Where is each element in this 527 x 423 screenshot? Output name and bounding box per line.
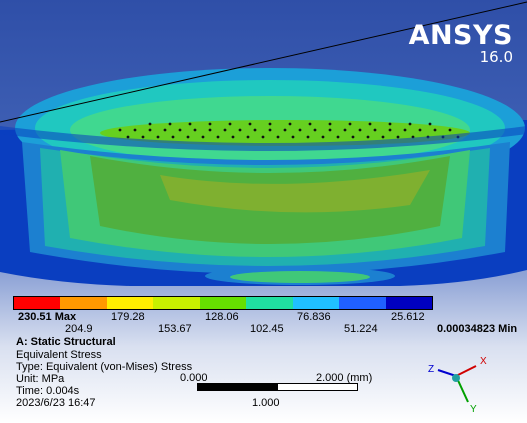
scale-bar-dark <box>198 384 278 390</box>
x-axis-label: X <box>480 356 487 367</box>
result-timestamp: 2023/6/23 16:47 <box>16 397 96 409</box>
brand-version: 16.0 <box>479 48 513 66</box>
legend-color-segment <box>199 297 247 309</box>
z-axis-label: Z <box>428 364 434 375</box>
legend-tick: 102.45 <box>250 323 284 335</box>
legend-color-segment <box>292 297 340 309</box>
legend-color-segment <box>106 297 154 309</box>
legend-color-segment <box>339 297 386 309</box>
legend-tick: 76.836 <box>297 311 331 323</box>
legend-color-segment <box>60 297 107 309</box>
legend-color-segment <box>14 297 61 309</box>
scale-bar-light <box>277 384 357 390</box>
result-time: Time: 0.004s <box>16 385 80 397</box>
y-axis-label: Y <box>470 404 477 415</box>
legend-tick: 128.06 <box>205 311 239 323</box>
x-axis-line <box>455 365 477 377</box>
legend-tick: 179.28 <box>111 311 145 323</box>
legend-tick: 153.67 <box>158 323 192 335</box>
result-unit: Unit: MPa <box>16 373 65 385</box>
legend-tick: 204.9 <box>65 323 93 335</box>
legend-color-segment <box>153 297 200 309</box>
legend-color-segment <box>385 297 432 309</box>
scale-left-label: 0.000 <box>180 372 208 384</box>
legend-tick: 25.612 <box>391 311 425 323</box>
scale-mid-label: 1.000 <box>252 397 280 409</box>
legend-tick: 51.224 <box>344 323 378 335</box>
result-name: Equivalent Stress <box>16 349 102 361</box>
legend-min-label: 0.00034823 Min <box>437 323 518 335</box>
result-type: Type: Equivalent (von-Mises) Stress <box>16 361 193 373</box>
scale-right-label: 2.000 (mm) <box>316 372 373 384</box>
brand-name: ANSYS <box>408 20 513 51</box>
legend-color-segment <box>246 297 293 309</box>
scale-bar <box>197 383 358 391</box>
z-axis-line <box>437 369 457 377</box>
triad-origin <box>452 374 460 382</box>
color-legend-bar <box>13 296 433 310</box>
analysis-name: A: Static Structural <box>16 336 116 348</box>
ansys-logo: ANSYS 16.0 <box>409 22 513 66</box>
legend-max-label: 230.51 Max <box>18 311 77 323</box>
axis-triad[interactable]: X Y Z <box>424 350 494 416</box>
